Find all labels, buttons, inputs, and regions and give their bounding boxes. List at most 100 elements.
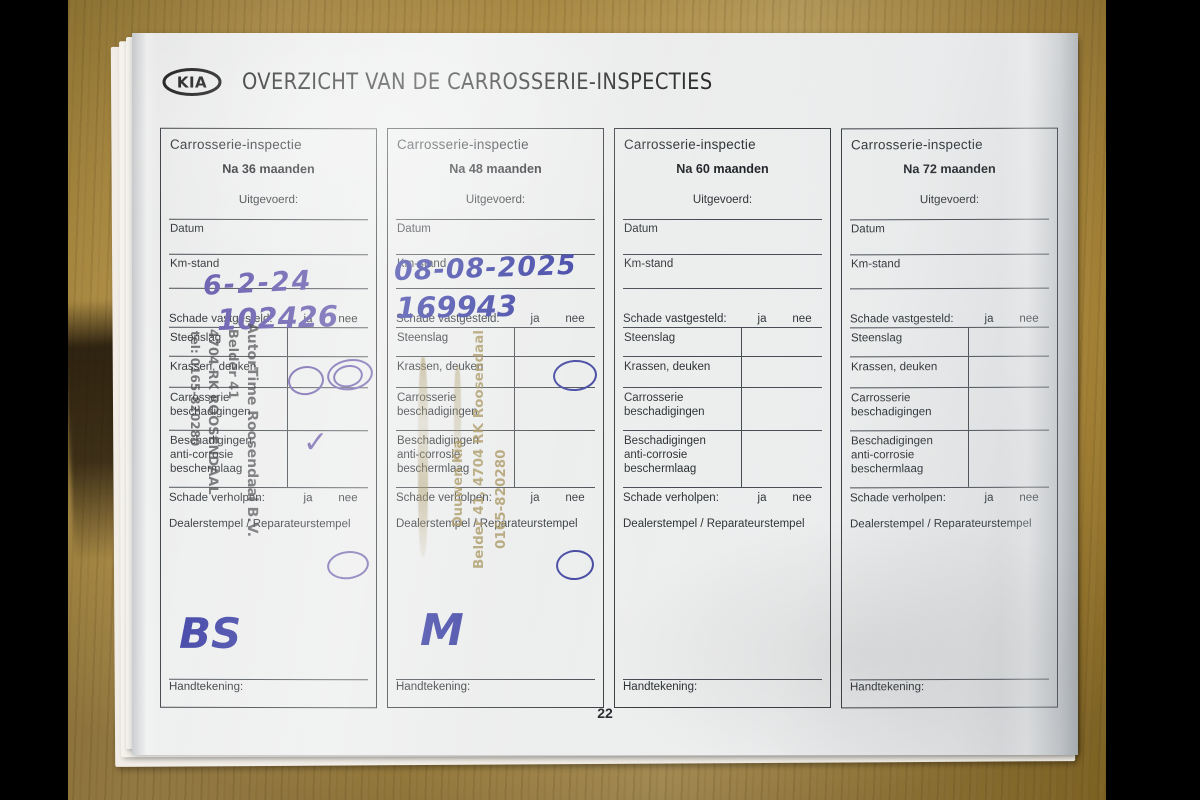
body-damage-no-cell[interactable] [555, 388, 595, 430]
panel-executed-label: Uitgevoerd: [238, 192, 299, 207]
dealer-stamp-area[interactable] [396, 530, 595, 679]
anticorrosion-yes-cell[interactable] [514, 431, 555, 487]
damage-repaired-no[interactable]: nee [338, 492, 358, 505]
damage-repaired-yes[interactable]: ja [530, 492, 540, 504]
panel-interval: Na 60 maanden [676, 162, 769, 176]
damage-found-row[interactable]: Schade vastgesteld: ja nee Steenslag Kra… [169, 313, 368, 504]
inspection-panel[interactable]: Carrosserie-inspectie Na 36 maanden Uitg… [160, 127, 377, 709]
date-label: Datum [624, 223, 658, 235]
body-damage-line1: Carrosserie [170, 391, 230, 404]
anticorrosion-yes-cell[interactable] [741, 431, 782, 487]
body-damage-no-cell[interactable] [782, 388, 822, 430]
stone-chips-no-cell[interactable] [782, 328, 822, 356]
damage-repaired-row[interactable]: Schade verholpen: ja nee [169, 488, 368, 504]
stone-chips-yes-cell[interactable] [287, 328, 328, 357]
stone-chips-label: Steenslag [397, 332, 449, 344]
damage-repaired-yes[interactable]: ja [757, 492, 767, 504]
anticorrosion-label: Beschadigingen anti-corrosie beschermlaa… [169, 431, 287, 479]
damage-repaired-no[interactable]: nee [792, 492, 812, 504]
damage-found-yes[interactable]: ja [303, 313, 313, 326]
body-damage-yes-cell[interactable] [741, 388, 782, 430]
scratches-yes-cell[interactable] [287, 357, 328, 388]
anticorrosion-line1: Beschadigingen [397, 435, 479, 447]
signature-block[interactable]: Handtekening: [169, 680, 368, 693]
panel-executed-label: Uitgevoerd: [919, 192, 980, 207]
body-damage-yes-cell[interactable] [287, 388, 328, 431]
panel-interval: Na 36 maanden [222, 161, 315, 177]
date-field[interactable]: Datum [623, 219, 822, 254]
stone-chips-no-cell[interactable] [1009, 328, 1049, 356]
body-damage-no-cell[interactable] [328, 388, 368, 430]
anticorrosion-no-cell[interactable] [1009, 431, 1049, 487]
signature-block[interactable]: Handtekening: [623, 680, 822, 693]
damage-found-no[interactable]: nee [338, 313, 358, 326]
damage-repaired-row[interactable]: Schade verholpen: ja nee [396, 488, 595, 504]
damage-found-yes[interactable]: ja [984, 312, 994, 325]
odometer-field[interactable]: Km-stand [169, 253, 368, 289]
damage-found-no[interactable]: nee [565, 313, 585, 325]
anticorrosion-no-cell[interactable] [328, 431, 368, 487]
stone-chips-no-cell[interactable] [555, 328, 595, 356]
scratches-yes-cell[interactable] [741, 357, 782, 387]
damage-repaired-row[interactable]: Schade verholpen: ja nee [850, 488, 1049, 505]
dealer-stamp-area[interactable] [850, 530, 1049, 680]
damage-found-no[interactable]: nee [1019, 312, 1039, 325]
body-damage-no-cell[interactable] [1009, 388, 1049, 430]
dealer-stamp-label: Dealerstempel / Reparateurstempel [396, 518, 578, 530]
stone-chips-yes-cell[interactable] [514, 328, 555, 356]
anticorrosion-label: Beschadigingen anti-corrosie beschermlaa… [396, 431, 514, 479]
body-damage-yes-cell[interactable] [968, 387, 1009, 430]
table-row: Beschadigingen anti-corrosie beschermlaa… [850, 430, 1049, 489]
scratches-yes-cell[interactable] [968, 356, 1009, 387]
panel-interval: Na 48 maanden [449, 162, 542, 176]
date-field[interactable]: Datum [850, 218, 1049, 255]
damage-found-yes[interactable]: ja [757, 313, 767, 325]
scratches-no-cell[interactable] [782, 357, 822, 387]
scratches-no-cell[interactable] [555, 357, 595, 387]
dealer-stamp-label: Dealerstempel / Reparateurstempel [169, 517, 351, 531]
odometer-field[interactable]: Km-stand [396, 254, 595, 288]
dealer-stamp-area[interactable] [623, 530, 822, 679]
scratches-yes-cell[interactable] [514, 357, 555, 387]
signature-block[interactable]: Handtekening: [396, 680, 595, 693]
damage-repaired-row[interactable]: Schade verholpen: ja nee [623, 488, 822, 504]
damage-repaired-yes[interactable]: ja [303, 492, 313, 505]
damage-found-yes[interactable]: ja [530, 313, 540, 325]
stone-chips-no-cell[interactable] [328, 328, 368, 356]
odometer-field[interactable]: Km-stand [623, 254, 822, 288]
body-damage-line1: Carrosserie [624, 392, 684, 404]
body-damage-yes-cell[interactable] [514, 388, 555, 430]
anticorrosion-no-cell[interactable] [782, 431, 822, 487]
damage-found-no[interactable]: nee [792, 313, 812, 325]
anticorrosion-no-cell[interactable] [555, 431, 595, 487]
scratches-no-cell[interactable] [1009, 357, 1049, 387]
scratches-no-cell[interactable] [328, 357, 368, 387]
signature-block[interactable]: Handtekening: [850, 680, 1049, 693]
inspection-panel[interactable]: Carrosserie-inspectie Na 72 maanden Uitg… [841, 127, 1058, 709]
date-field[interactable]: Datum [396, 219, 595, 254]
page-header: KIA OVERZICHT VAN DE CARROSSERIE-INSPECT… [162, 67, 732, 97]
stone-chips-yes-cell[interactable] [968, 327, 1009, 356]
damage-repaired-no[interactable]: nee [1019, 491, 1039, 504]
kia-logo-icon: KIA [162, 67, 222, 97]
odometer-field[interactable]: Km-stand [850, 253, 1049, 289]
anticorrosion-yes-cell[interactable] [968, 430, 1009, 487]
damage-found-row[interactable]: Schade vastgesteld: ja nee Steenslag Kra… [623, 313, 822, 504]
dealer-stamp-area[interactable] [169, 530, 368, 679]
damage-repaired-no[interactable]: nee [565, 492, 585, 504]
inspection-panel[interactable]: Carrosserie-inspectie Na 48 maanden Uitg… [387, 128, 604, 708]
damage-found-row[interactable]: Schade vastgesteld: ja nee Steenslag Kra… [396, 313, 595, 504]
body-damage-label: Carrosserie beschadigingen [169, 388, 287, 422]
date-label: Datum [170, 222, 204, 235]
table-row: Krassen, deuken [623, 357, 822, 388]
spacer-rule [396, 288, 595, 313]
damage-found-row[interactable]: Schade vastgesteld: ja nee Steenslag Kra… [850, 312, 1049, 505]
anticorrosion-yes-cell[interactable] [287, 431, 328, 488]
date-field[interactable]: Datum [169, 218, 368, 255]
stone-chips-yes-cell[interactable] [741, 328, 782, 356]
damage-repaired-yes[interactable]: ja [984, 491, 994, 504]
body-damage-label: Carrosserie beschadigingen [623, 388, 741, 422]
table-row: Beschadigingen anti-corrosie beschermlaa… [623, 431, 822, 488]
inspection-panel[interactable]: Carrosserie-inspectie Na 60 maanden Uitg… [614, 128, 831, 708]
